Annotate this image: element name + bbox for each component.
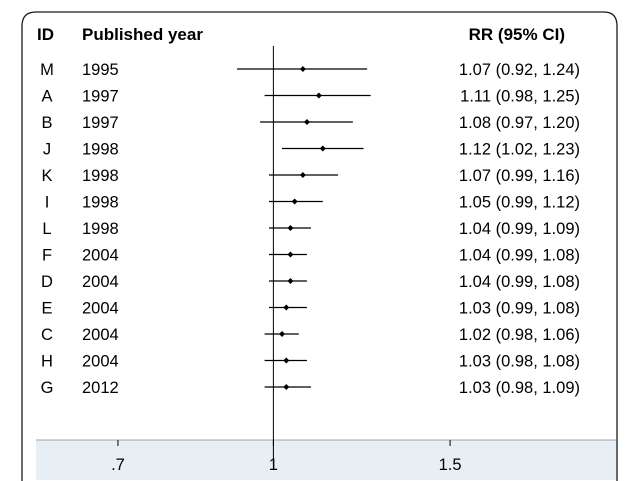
- rr-ci-label: 1.04 (0.99, 1.08): [459, 247, 580, 265]
- tick-label: .7: [111, 456, 125, 474]
- study-id: G: [41, 379, 54, 397]
- table-row: F 2004 1.04 (0.99, 1.08): [42, 247, 580, 265]
- rr-ci-label: 1.02 (0.98, 1.06): [459, 326, 580, 344]
- study-id: A: [41, 88, 52, 106]
- published-year: 2004: [82, 326, 119, 344]
- table-row: B 1997 1.08 (0.97, 1.20): [41, 114, 580, 132]
- rr-ci-label: 1.12 (1.02, 1.23): [459, 141, 580, 159]
- rr-ci-label: 1.03 (0.98, 1.09): [459, 379, 580, 397]
- published-year: 2004: [82, 300, 119, 318]
- point-estimate: [299, 172, 306, 178]
- table-row: K 1998 1.07 (0.99, 1.16): [41, 167, 580, 185]
- published-year: 1997: [82, 88, 119, 106]
- axis-band: [36, 440, 617, 480]
- rr-ci-label: 1.11 (0.98, 1.25): [460, 88, 580, 106]
- table-row: G 2012 1.03 (0.98, 1.09): [41, 379, 580, 397]
- published-year: 1995: [82, 61, 119, 79]
- point-estimate: [283, 357, 290, 364]
- table-row: C 2004 1.02 (0.98, 1.06): [41, 326, 580, 344]
- table-row: E 2004 1.03 (0.99, 1.08): [41, 300, 580, 318]
- point-estimate: [287, 278, 294, 284]
- chart-marks: [237, 46, 371, 464]
- rr-ci-label: 1.07 (0.99, 1.16): [459, 167, 580, 185]
- published-year: 1997: [82, 114, 119, 132]
- rr-ci-label: 1.04 (0.99, 1.09): [459, 220, 580, 238]
- table-row: L 1998 1.04 (0.99, 1.09): [42, 220, 580, 238]
- header-published-year: Published year: [82, 25, 203, 44]
- rr-ci-label: 1.08 (0.97, 1.20): [459, 114, 580, 132]
- point-estimate: [315, 92, 322, 99]
- published-year: 2004: [82, 247, 119, 265]
- table-row: M 1995 1.07 (0.92, 1.24): [40, 61, 580, 79]
- study-id: I: [45, 194, 50, 212]
- rr-ci-label: 1.07 (0.92, 1.24): [459, 61, 580, 79]
- published-year: 2004: [82, 273, 119, 291]
- point-estimate: [283, 304, 290, 311]
- header-id: ID: [37, 25, 54, 44]
- study-id: B: [41, 114, 52, 132]
- x-axis-ticks: .7 1 1.5: [111, 440, 462, 474]
- rr-ci-label: 1.05 (0.99, 1.12): [459, 194, 580, 212]
- published-year: 1998: [82, 194, 119, 212]
- point-estimate: [291, 198, 298, 205]
- study-id: J: [43, 141, 51, 159]
- table-row: J 1998 1.12 (1.02, 1.23): [43, 141, 580, 159]
- plot-frame: [21, 11, 618, 481]
- study-id: F: [42, 247, 52, 265]
- study-id: E: [41, 300, 52, 318]
- rr-ci-label: 1.03 (0.99, 1.08): [459, 300, 580, 318]
- published-year: 1998: [82, 220, 119, 238]
- study-id: H: [41, 353, 53, 371]
- study-id: L: [42, 220, 51, 238]
- published-year: 2012: [82, 379, 119, 397]
- point-estimate: [287, 251, 294, 258]
- rr-ci-label: 1.03 (0.98, 1.08): [459, 353, 580, 371]
- rr-ci-label: 1.04 (0.99, 1.08): [459, 273, 580, 291]
- tick-label: 1: [269, 456, 278, 474]
- study-id: D: [41, 273, 53, 291]
- published-year: 1998: [82, 167, 119, 185]
- point-estimate: [299, 66, 306, 72]
- header-rr-ci: RR (95% CI): [469, 25, 565, 44]
- point-estimate: [279, 331, 286, 337]
- study-id: M: [40, 61, 54, 79]
- study-id: K: [41, 167, 52, 185]
- table-row: I 1998 1.05 (0.99, 1.12): [45, 194, 580, 212]
- published-year: 2004: [82, 353, 119, 371]
- point-estimate: [319, 145, 326, 152]
- study-rows: M 1995 1.07 (0.92, 1.24) A 1997 1.11 (0.98, 1…: [40, 61, 580, 397]
- tick-label: 1.5: [439, 456, 462, 474]
- point-estimate: [303, 119, 310, 125]
- table-row: H 2004 1.03 (0.98, 1.08): [41, 353, 580, 371]
- study-id: C: [41, 326, 53, 344]
- table-row: D 2004 1.04 (0.99, 1.08): [41, 273, 580, 291]
- table-row: A 1997 1.11 (0.98, 1.25): [41, 88, 580, 106]
- published-year: 1998: [82, 141, 119, 159]
- point-estimate: [287, 225, 294, 231]
- point-estimate: [283, 384, 290, 390]
